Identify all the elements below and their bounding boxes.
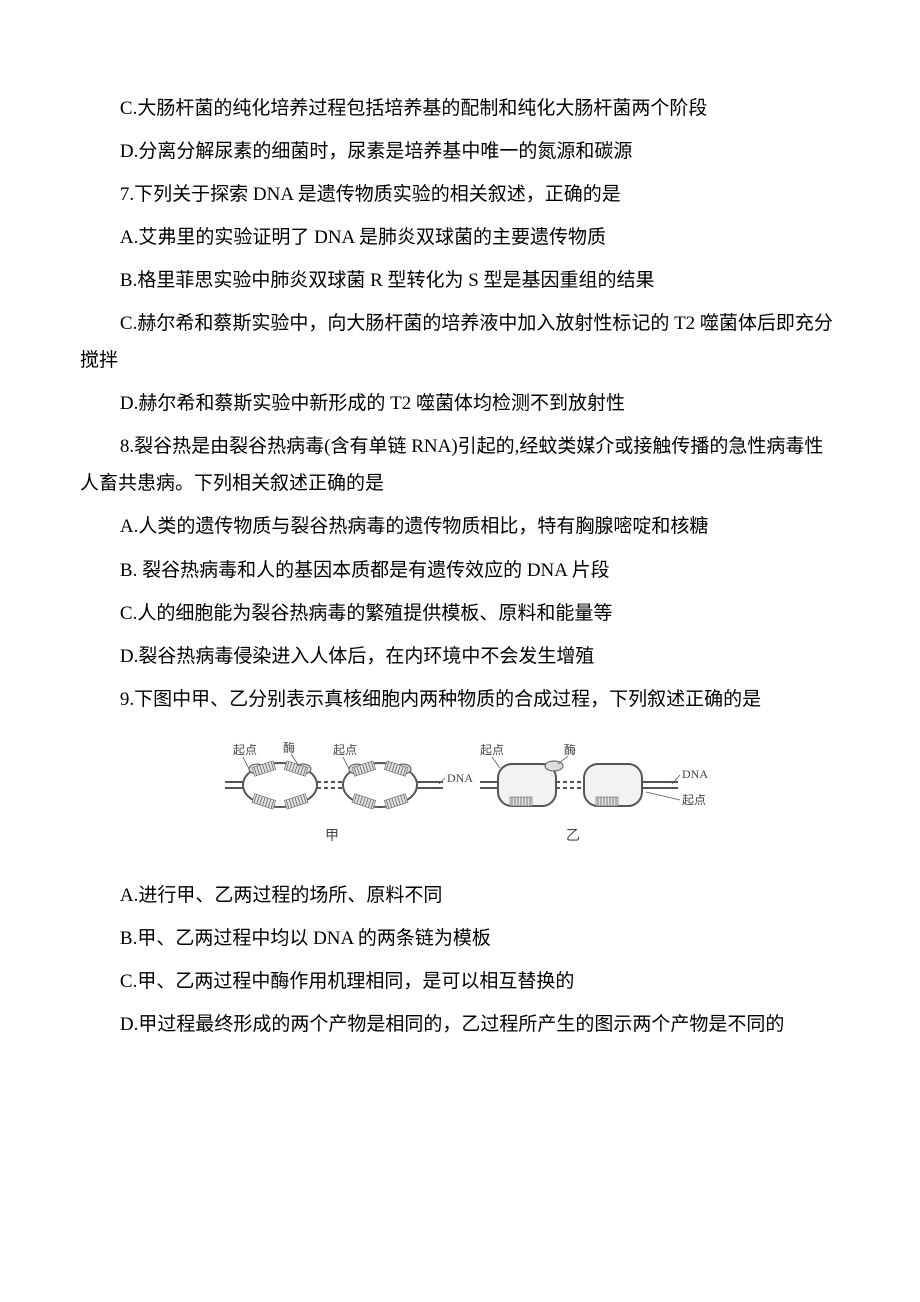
q9-option-b: B.甲、乙两过程中均以 DNA 的两条链为模板 (80, 920, 840, 957)
q7-option-b: B.格里菲思实验中肺炎双球菌 R 型转化为 S 型是基因重组的结果 (80, 262, 840, 299)
fig-label-enzyme: 酶 (564, 742, 576, 757)
fig-label-start: 起点 (333, 743, 357, 757)
q9-option-d: D.甲过程最终形成的两个产物是相同的，乙过程所产生的图示两个产物是不同的 (80, 1006, 840, 1043)
q9-stem: 9.下图中甲、乙分别表示真核细胞内两种物质的合成过程，下列叙述正确的是 (80, 681, 840, 718)
fig-label-yi: 乙 (566, 828, 580, 844)
fig-label-start: 起点 (233, 743, 257, 757)
fig-label-jia: 甲 (325, 829, 339, 844)
q7-option-d: D.赫尔希和蔡斯实验中新形成的 T2 噬菌体均检测不到放射性 (80, 385, 840, 422)
q8-stem: 8.裂谷热是由裂谷热病毒(含有单链 RNA)引起的,经蚊类媒介或接触传播的急性病… (80, 428, 840, 502)
fig-label-start: 起点 (480, 743, 504, 757)
fig-label-dna: DNA (447, 771, 473, 785)
q8-option-d: D.裂谷热病毒侵染进入人体后，在内环境中不会发生增殖 (80, 638, 840, 675)
fig-label-start: 起点 (682, 793, 706, 807)
q9-option-c: C.甲、乙两过程中酶作用机理相同，是可以相互替换的 (80, 963, 840, 1000)
fig-label-enzyme: 酶 (283, 740, 295, 755)
q8-option-a: A.人类的遗传物质与裂谷热病毒的遗传物质相比，特有胸腺嘧啶和核糖 (80, 508, 840, 545)
q8-option-c: C.人的细胞能为裂谷热病毒的繁殖提供模板、原料和能量等 (80, 595, 840, 632)
q6-option-c: C.大肠杆菌的纯化培养过程包括培养基的配制和纯化大肠杆菌两个阶段 (80, 90, 840, 127)
q7-stem: 7.下列关于探索 DNA 是遗传物质实验的相关叙述，正确的是 (80, 176, 840, 213)
fig-label-dna: DNA (682, 767, 708, 781)
q6-option-d: D.分离分解尿素的细菌时，尿素是培养基中唯一的氮源和碳源 (80, 133, 840, 170)
q8-option-b: B. 裂谷热病毒和人的基因本质都是有遗传效应的 DNA 片段 (80, 552, 840, 589)
q9-figure: 起点 酶 起点 DNA 甲 起点 酶 DNA 起点 (80, 732, 840, 863)
q9-option-a: A.进行甲、乙两过程的场所、原料不同 (80, 877, 840, 914)
q7-option-c: C.赫尔希和蔡斯实验中，向大肠杆菌的培养液中加入放射性标记的 T2 噬菌体后即充… (80, 305, 840, 379)
q7-option-a: A.艾弗里的实验证明了 DNA 是肺炎双球菌的主要遗传物质 (80, 219, 840, 256)
